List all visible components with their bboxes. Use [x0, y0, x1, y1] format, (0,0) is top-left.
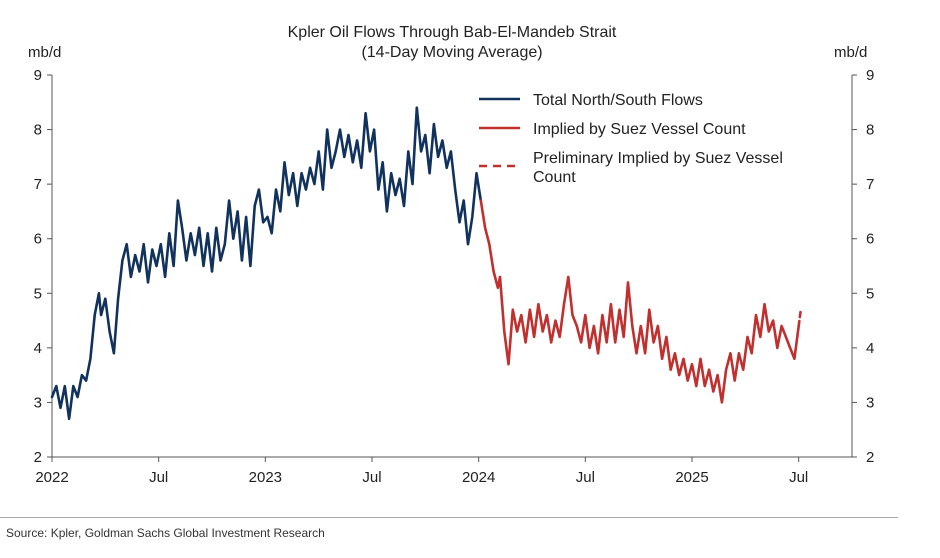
chart-subtitle: (14-Day Moving Average) [361, 44, 542, 61]
x-tick-label: Jul [362, 469, 381, 486]
right-y-tick-label: 4 [866, 340, 874, 357]
series-line-2 [797, 308, 803, 328]
series-line-0 [50, 106, 483, 421]
x-tick-label: Jul [576, 469, 595, 486]
axes: 2 2 3 3 4 4 5 5 6 6 7 7 8 8 9 9 2022 Jul 2023 Jul 2024 Jul 202… [34, 67, 875, 486]
x-tick-label: 2025 [675, 469, 708, 486]
legend-label-preliminary: Preliminary Implied by Suez Vessel Count [533, 150, 787, 186]
x-tick-label: 2023 [249, 469, 282, 486]
series-line-1 [479, 199, 800, 404]
right-y-tick-label: 3 [866, 394, 874, 411]
legend-label-total-flows: Total North/South Flows [533, 92, 703, 109]
right-axis-unit: mb/d [834, 44, 867, 61]
legend-label-implied: Implied by Suez Vessel Count [533, 121, 746, 138]
x-tick-label: 2024 [462, 469, 495, 486]
x-tick-label: Jul [149, 469, 168, 486]
right-y-tick-label: 7 [866, 176, 874, 193]
right-y-tick-label: 9 [866, 67, 874, 84]
legend: Total North/South Flows Implied by Suez … [479, 92, 787, 186]
footer-divider [0, 517, 898, 518]
left-y-tick-label: 9 [34, 67, 42, 84]
x-tick-label: 2022 [35, 469, 68, 486]
left-y-tick-label: 2 [34, 449, 42, 466]
left-axis-unit: mb/d [28, 44, 61, 61]
right-y-tick-label: 6 [866, 231, 874, 248]
x-tick-label: Jul [789, 469, 808, 486]
source-note: Source: Kpler, Goldman Sachs Global Inve… [6, 526, 325, 540]
chart-title: Kpler Oil Flows Through Bab-El-Mandeb St… [288, 24, 617, 41]
right-y-tick-label: 2 [866, 449, 874, 466]
right-y-tick-label: 8 [866, 122, 874, 139]
left-y-tick-label: 6 [34, 231, 42, 248]
left-y-tick-label: 5 [34, 285, 42, 302]
right-y-tick-label: 5 [866, 285, 874, 302]
chart: Kpler Oil Flows Through Bab-El-Mandeb St… [28, 24, 875, 486]
left-y-tick-label: 8 [34, 122, 42, 139]
left-y-tick-label: 4 [34, 340, 42, 357]
left-y-tick-label: 7 [34, 176, 42, 193]
plot-area [50, 106, 803, 421]
left-y-tick-label: 3 [34, 394, 42, 411]
